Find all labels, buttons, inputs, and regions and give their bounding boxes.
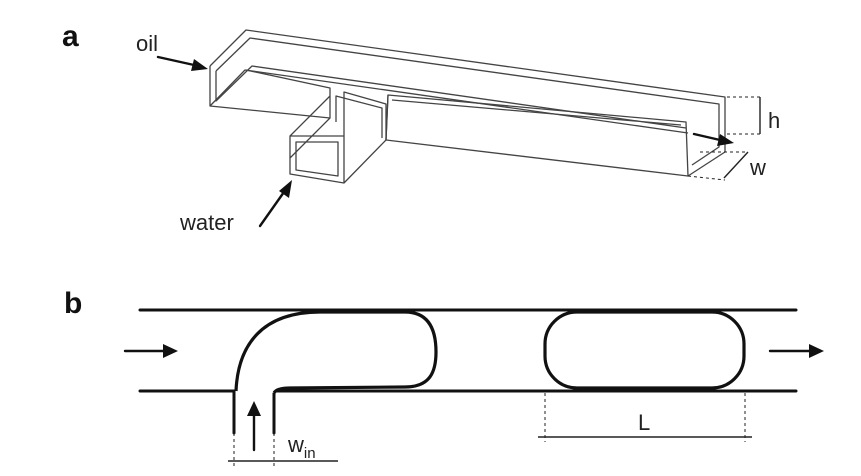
oil-label: oil <box>136 31 158 56</box>
channel-3d-outline <box>209 29 726 184</box>
height-label: h <box>768 108 780 133</box>
panel-b-label: b <box>64 287 82 320</box>
slug-length-dim-lines <box>544 393 746 442</box>
channel-bottom-wall-right <box>272 389 798 435</box>
main-channel-inner-edge <box>215 37 720 166</box>
outflow-arrow <box>768 344 824 358</box>
channel-bottom-wall-left <box>138 389 236 435</box>
water-label: water <box>179 210 234 235</box>
inlet-width-label: win <box>287 432 316 462</box>
main-channel-top-edge <box>209 29 726 177</box>
side-channel-inner-edge <box>295 95 383 177</box>
side-channel-edge <box>209 69 387 184</box>
dimension-marks <box>687 96 761 181</box>
width-dim-bar <box>723 151 749 179</box>
water-inflow-arrow <box>247 401 261 452</box>
outlet-arrow <box>692 132 734 146</box>
main-channel-front-edge <box>209 66 689 177</box>
inlet-width-symbol: w <box>287 432 304 457</box>
inflow-arrow <box>123 344 178 358</box>
slug-length-label: L <box>638 410 650 435</box>
height-dim-lines <box>727 96 760 135</box>
detached-droplet <box>543 310 746 390</box>
inlet-width-subscript: in <box>304 445 316 462</box>
panel-b: b win L <box>64 287 824 466</box>
water-inlet-arrow <box>258 180 292 228</box>
oil-inlet-arrow <box>156 55 208 71</box>
width-dim-lines <box>687 151 748 181</box>
width-label: w <box>749 155 766 180</box>
panel-a: a h w oil <box>62 20 780 235</box>
panel-a-label: a <box>62 20 79 53</box>
forming-droplet <box>234 310 438 394</box>
